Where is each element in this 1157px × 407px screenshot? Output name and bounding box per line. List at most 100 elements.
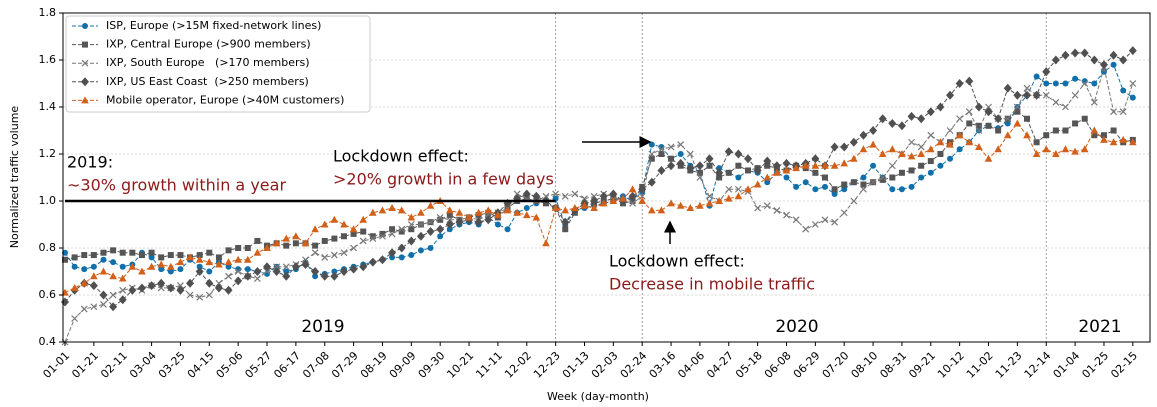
data-point [927,169,934,176]
data-point [715,168,724,178]
x-tick-label: 01-13 [560,349,592,381]
data-point [1091,80,1098,87]
data-point [522,189,531,199]
series-line [64,122,1133,294]
data-point [359,237,367,245]
data-point [821,216,829,224]
data-point [927,158,934,165]
data-point [859,130,868,140]
data-point [793,183,800,190]
data-point [283,242,290,249]
data-point [167,262,175,270]
data-point [764,179,771,186]
x-tick-label: 03-25 [156,349,188,381]
data-point [985,122,992,129]
data-point [850,197,858,205]
x-tick-label: 05-27 [242,349,274,381]
data-point [1062,80,1069,87]
data-point [253,248,262,256]
data-point [792,216,800,224]
data-point [427,245,434,251]
data-point [830,161,839,169]
data-point [869,178,877,186]
data-point [1042,145,1051,153]
data-point [735,162,742,169]
data-point [61,297,69,307]
data-point [62,256,68,263]
data-point [745,167,752,174]
data-point [214,283,223,293]
data-point [686,150,694,158]
data-point [1052,150,1060,157]
data-point [677,141,685,149]
data-point [100,256,107,263]
data-point [397,206,406,214]
legend-label: IXP, South Europe (>170 members) [106,56,310,69]
data-point [734,149,743,159]
data-point [80,305,88,313]
data-point [243,271,252,281]
data-point [446,216,454,224]
data-point [561,206,570,214]
data-point [696,169,703,176]
data-point [417,208,425,216]
data-point [580,201,589,209]
x-tick-label: 06-17 [271,349,303,381]
data-point [1043,80,1050,87]
data-point [81,252,88,259]
data-point [1051,55,1060,65]
data-point [975,127,983,134]
y-tick-label: 0.4 [39,335,57,348]
data-point [947,155,954,162]
data-point [956,146,963,153]
data-point [407,236,416,246]
data-point [763,173,772,181]
data-point [648,206,656,214]
data-point [206,249,213,256]
data-point [974,102,983,112]
data-point [292,240,299,247]
data-point [667,161,676,171]
data-point [955,131,964,139]
x-tick-label: 06-08 [762,349,794,381]
data-point [398,228,405,235]
data-point [908,183,915,190]
data-point [417,221,425,228]
data-point [946,140,954,148]
data-point [878,114,887,124]
data-point [522,211,531,219]
data-point [946,90,955,100]
data-point [1023,90,1031,100]
x-tick-label: 04-15 [185,349,217,381]
data-point [379,232,386,240]
legend-marker [82,41,88,48]
data-point [869,140,877,148]
annotations: 2019: ~30% growth within a year Lockdown e… [65,136,1122,337]
data-point [416,231,425,241]
data-point [1042,91,1050,99]
data-point [167,268,174,275]
legend-marker [81,77,89,87]
data-point [753,165,762,175]
data-point [360,228,367,235]
data-point [148,254,155,261]
data-point [1062,103,1069,111]
data-point [408,226,415,233]
x-tick-label: 10-12 [935,349,967,381]
data-point [389,254,396,261]
data-point [215,279,223,287]
data-point [907,111,916,121]
data-point [513,208,521,216]
data-point [301,259,310,269]
data-point [850,179,857,186]
data-point [417,247,424,254]
data-point [1110,61,1117,68]
data-point [841,186,848,193]
data-point [272,239,281,247]
data-point [918,162,925,169]
data-point [100,300,107,308]
y-tick-label: 1.8 [39,6,57,19]
annotation-text: Decrease in mobile traffic [609,275,815,294]
data-point [244,266,251,273]
data-point [647,177,656,187]
